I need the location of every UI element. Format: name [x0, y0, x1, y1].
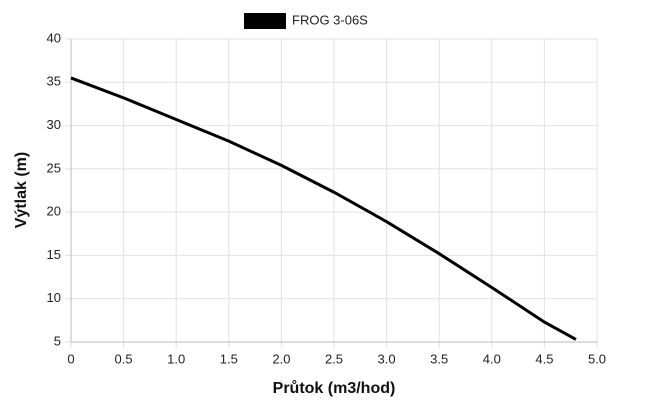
x-tick-label: 4.5: [535, 351, 553, 366]
x-tick-label: 3.5: [430, 351, 448, 366]
x-tick-label: 5.0: [588, 351, 606, 366]
y-axis-title: Výtlak (m): [13, 152, 30, 228]
x-tick-label: 2.0: [272, 351, 290, 366]
legend-swatch: [244, 13, 286, 29]
data-line: [70, 76, 577, 341]
y-tick-label: 10: [47, 290, 61, 305]
x-tick-label: 1.5: [220, 351, 238, 366]
legend-label: FROG 3-06S: [292, 12, 368, 27]
y-tick-label: 15: [47, 247, 61, 262]
x-tick-label: 1.0: [167, 351, 185, 366]
x-tick-label: 0.5: [115, 351, 133, 366]
x-axis-title: Průtok (m3/hod): [273, 380, 396, 397]
y-tick-label: 20: [47, 204, 61, 219]
y-tick-label: 40: [47, 30, 61, 45]
y-tick-label: 25: [47, 160, 61, 175]
x-tick-label: 3.0: [378, 351, 396, 366]
x-tick-label: 4.0: [483, 351, 501, 366]
x-tick-label: 2.5: [325, 351, 343, 366]
y-tick-label: 30: [47, 117, 61, 132]
x-tick-label: 0: [67, 351, 74, 366]
y-tick-label: 5: [54, 333, 61, 348]
y-tick-label: 35: [47, 74, 61, 89]
